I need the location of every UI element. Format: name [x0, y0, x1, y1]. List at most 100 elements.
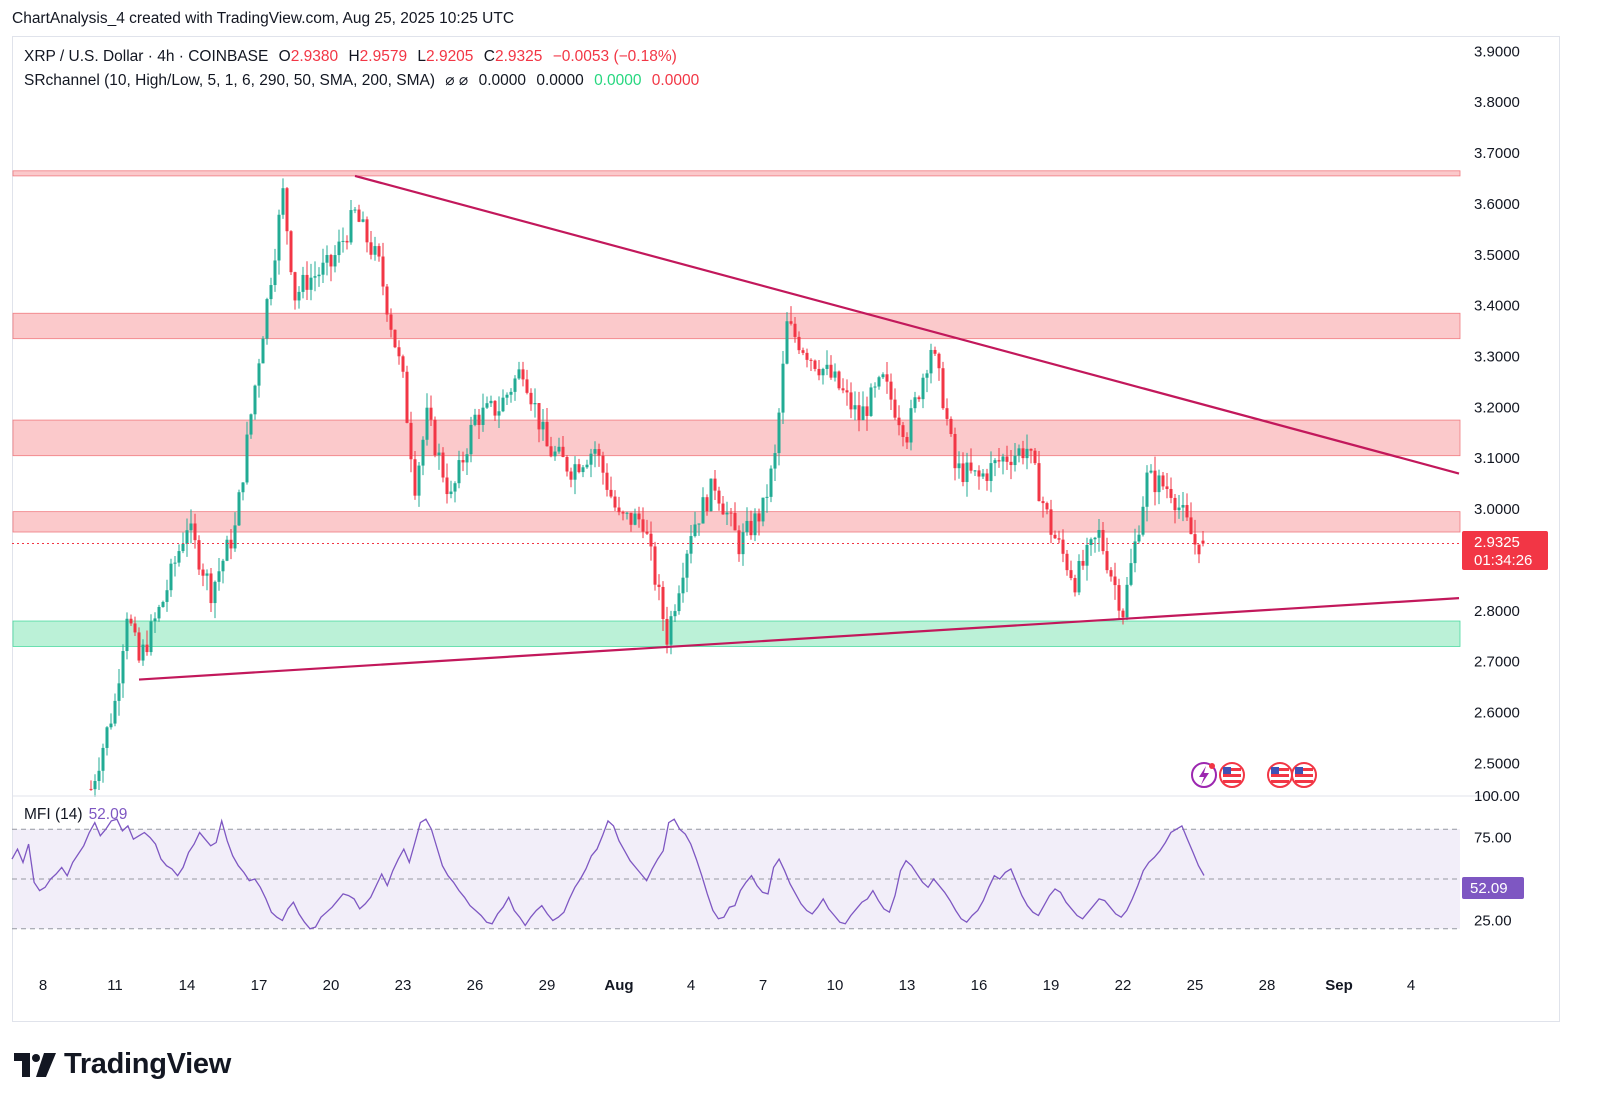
candle-body — [617, 507, 621, 513]
indicator-icons[interactable]: ⌀ ⌀ — [445, 72, 469, 89]
candle-body — [857, 405, 861, 421]
price-tick-label: 3.8000 — [1474, 94, 1520, 111]
candle-body — [513, 378, 517, 392]
candle-body — [377, 246, 381, 257]
us-flag-event-icon[interactable] — [1291, 762, 1317, 788]
candle-body — [225, 539, 229, 561]
candle-body — [553, 451, 557, 457]
time-tick-label: 11 — [107, 977, 123, 994]
candle-body — [877, 377, 881, 387]
candle-body — [913, 397, 917, 409]
candle-body — [1161, 475, 1165, 487]
candle-body — [517, 369, 521, 379]
candle-body — [1109, 570, 1113, 577]
high-value: 2.9579 — [359, 48, 408, 65]
candle-body — [129, 618, 133, 624]
candle-body — [893, 399, 897, 418]
high-label: H — [348, 48, 360, 65]
indicator-value-3: 0.0000 — [594, 72, 642, 89]
mfi-value: 52.09 — [88, 806, 128, 823]
candle-body — [805, 352, 809, 360]
candle-body — [849, 392, 853, 410]
candle-body — [669, 616, 673, 645]
candle-body — [1021, 448, 1025, 459]
price-tick-label: 3.3000 — [1474, 348, 1520, 365]
candle-body — [113, 700, 117, 724]
candle-body — [1189, 517, 1193, 535]
low-label: L — [417, 48, 427, 65]
candle-body — [581, 467, 585, 473]
candle-body — [401, 356, 405, 372]
candle-body — [257, 363, 261, 386]
candle-body — [737, 530, 741, 555]
price-tick-label: 3.5000 — [1474, 247, 1520, 264]
candle-body — [437, 452, 441, 456]
last-price-tag-bg — [1462, 531, 1548, 570]
candle-body — [313, 276, 317, 278]
candle-body — [1029, 448, 1033, 451]
candle-body — [165, 590, 169, 602]
candle-body — [1133, 541, 1137, 564]
last-price-tag: 2.9325 01:34:26 — [1462, 531, 1548, 570]
tradingview-logo[interactable]: TradingView — [14, 1048, 231, 1081]
candle-body — [169, 563, 173, 591]
candle-body — [549, 446, 553, 457]
candle-body — [281, 188, 285, 215]
candle-body — [445, 477, 449, 495]
candle-body — [201, 569, 205, 576]
time-tick-label: 8 — [39, 977, 47, 994]
candle-body — [453, 483, 457, 492]
candle-body — [753, 513, 757, 536]
candle-body — [661, 586, 665, 619]
candle-body — [105, 727, 109, 748]
candle-body — [353, 209, 357, 211]
candle-body — [789, 321, 793, 324]
candle-body — [905, 436, 909, 443]
us-flag-event-icon[interactable] — [1219, 762, 1245, 788]
candle-body — [185, 530, 189, 544]
us-flag-event-icon[interactable] — [1267, 762, 1293, 788]
candle-body — [485, 403, 489, 408]
change-value: −0.0053 (−0.18%) — [552, 48, 677, 65]
candle-body — [713, 478, 717, 491]
candle-body — [229, 539, 233, 549]
candle-body — [837, 371, 841, 389]
low-value: 2.9205 — [426, 48, 474, 65]
candle-body — [929, 349, 933, 374]
candle-body — [125, 618, 129, 652]
candle-body — [981, 473, 985, 477]
candle-body — [245, 434, 249, 483]
candle-body — [917, 397, 921, 400]
candle-body — [361, 219, 365, 222]
candle-body — [1105, 551, 1109, 571]
candle-body — [697, 523, 701, 525]
candle-body — [677, 593, 681, 612]
candle-body — [133, 623, 137, 633]
candle-body — [629, 512, 633, 525]
time-tick-label: 10 — [827, 977, 844, 994]
mfi-band-lines — [12, 828, 1460, 930]
candle-body — [1033, 450, 1037, 464]
event-icons[interactable] — [1191, 762, 1317, 788]
price-tick-label: 2.5000 — [1474, 755, 1520, 772]
price-axis: 3.9000 3.8000 3.7000 3.6000 3.5000 3.4000 3.30… — [1474, 43, 1520, 772]
time-tick-label: Sep — [1325, 977, 1353, 994]
candle-body — [253, 385, 257, 415]
candle-body — [497, 411, 501, 416]
candle-body — [441, 452, 445, 478]
candle-body — [749, 520, 753, 536]
candle-body — [1141, 506, 1145, 535]
candle-body — [493, 400, 497, 416]
candle-body — [217, 571, 221, 582]
candle-body — [689, 536, 693, 554]
candle-body — [509, 391, 513, 395]
candle-body — [897, 417, 901, 426]
candle-body — [993, 460, 997, 464]
candle-body — [1185, 505, 1189, 518]
candle-body — [1149, 470, 1153, 473]
candle-body — [1005, 456, 1009, 462]
time-tick-label: 7 — [759, 977, 767, 994]
lightning-event-icon[interactable] — [1191, 762, 1217, 788]
candle-body — [1093, 537, 1097, 540]
